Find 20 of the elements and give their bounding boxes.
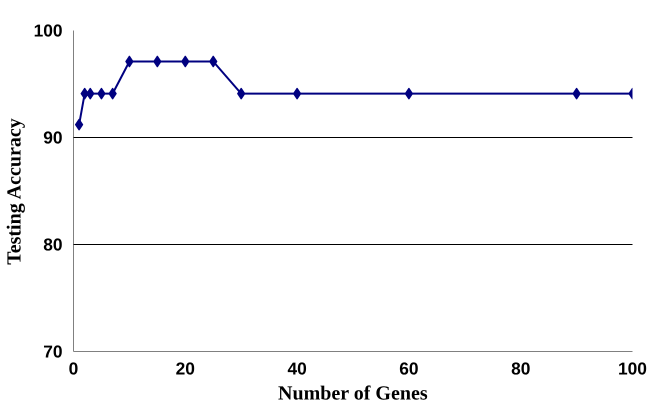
y-axis-title: Testing Accuracy xyxy=(4,118,26,265)
x-tick-label: 60 xyxy=(399,358,419,378)
point xyxy=(74,118,84,131)
point xyxy=(108,88,117,100)
y-tick-label: 70 xyxy=(43,342,63,362)
y-tick-label: 80 xyxy=(43,234,63,254)
point xyxy=(97,88,106,100)
point xyxy=(125,56,134,68)
x-tick-label: 0 xyxy=(68,358,78,378)
y-tick-label: 100 xyxy=(34,20,63,40)
x-tick-label: 20 xyxy=(176,358,195,378)
point xyxy=(572,88,581,100)
x-tick-label: 40 xyxy=(287,358,307,378)
point xyxy=(292,88,302,100)
x-axis-title: Number of Genes xyxy=(278,382,428,404)
x-tick-label: 100 xyxy=(618,358,647,378)
point xyxy=(404,88,414,100)
y-tick-label: 90 xyxy=(43,128,63,148)
point xyxy=(153,56,162,68)
x-tick-label: 80 xyxy=(511,358,530,378)
